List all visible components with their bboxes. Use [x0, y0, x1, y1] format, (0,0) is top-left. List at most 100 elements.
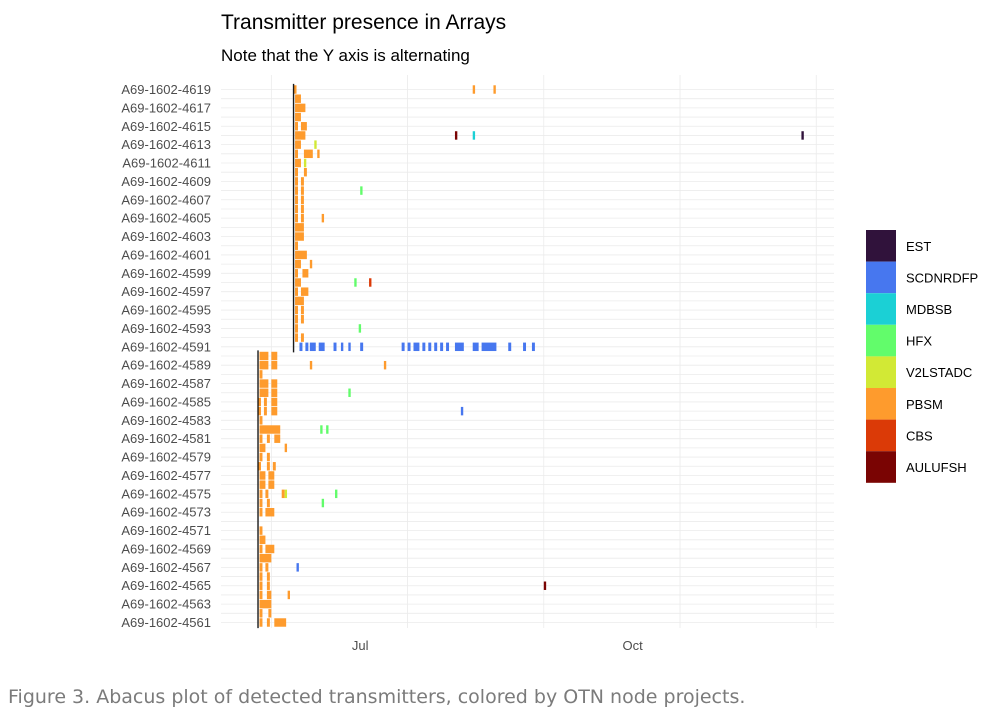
- detection-bar: [309, 342, 316, 352]
- detection-bar: [472, 131, 476, 140]
- y-tick-label: A69-1602-4585: [121, 394, 211, 409]
- detection-bar: [266, 462, 270, 471]
- detection-bar: [263, 397, 267, 407]
- y-tick-label: A69-1602-4573: [121, 505, 211, 520]
- detection-bar: [360, 186, 363, 195]
- detection-bar: [271, 351, 278, 361]
- detection-bar: [348, 342, 351, 352]
- detection-bar: [460, 406, 464, 416]
- detection-bar: [295, 305, 298, 315]
- detection-bar: [348, 388, 351, 397]
- detection-bar: [300, 287, 309, 296]
- detection-bar: [360, 342, 364, 352]
- y-tick-label: A69-1602-4601: [121, 247, 211, 262]
- legend-swatch: [866, 356, 896, 388]
- detection-bar: [295, 94, 301, 103]
- detection-bar: [263, 406, 267, 416]
- detection-bar: [326, 425, 329, 434]
- detection-bar: [259, 526, 263, 535]
- detection-bar: [428, 342, 432, 352]
- detection-bar: [369, 278, 372, 287]
- detection-bar: [303, 149, 313, 159]
- detection-bar: [300, 315, 304, 324]
- detection-bar: [259, 471, 266, 480]
- detection-bar: [284, 443, 288, 453]
- detection-bar: [271, 397, 278, 407]
- detection-bar: [259, 425, 281, 434]
- detection-bar: [259, 498, 263, 508]
- y-tick-label: A69-1602-4563: [121, 597, 211, 612]
- legend: EST SCDNRDFP MDBSB HFX V2LSTADC PBSM CBS AULUFS…: [866, 230, 978, 483]
- detection-bar: [265, 563, 269, 572]
- detection-bar: [265, 507, 275, 517]
- detection-bar: [259, 563, 263, 572]
- y-tick-label: A69-1602-4561: [121, 615, 211, 630]
- detection-bar: [295, 195, 298, 205]
- detection-bar: [259, 379, 269, 388]
- detection-bar: [531, 342, 535, 352]
- detection-bar: [309, 259, 313, 269]
- figure-caption: Figure 3. Abacus plot of detected transm…: [8, 686, 746, 708]
- y-tick-label: A69-1602-4569: [121, 541, 211, 556]
- detection-bar: [271, 360, 278, 370]
- y-tick-label: A69-1602-4599: [121, 266, 211, 281]
- detection-bar: [259, 618, 263, 627]
- legend-label: HFX: [906, 334, 932, 349]
- y-tick-label: A69-1602-4571: [121, 523, 211, 538]
- x-axis-ticks: Jul Oct: [352, 638, 643, 653]
- detection-bar: [354, 278, 357, 287]
- x-tick-label: Jul: [352, 638, 369, 653]
- y-tick-label: A69-1602-4597: [121, 284, 211, 299]
- detection-bar: [295, 259, 301, 269]
- y-tick-label: A69-1602-4575: [121, 486, 211, 501]
- detection-bar: [287, 590, 290, 600]
- detection-bar: [295, 315, 298, 324]
- detection-bar: [295, 177, 298, 186]
- detection-bar: [481, 342, 497, 352]
- detection-bar: [295, 269, 298, 278]
- detection-bar: [383, 360, 387, 370]
- legend-swatch: [866, 419, 896, 452]
- detection-bar: [300, 186, 304, 195]
- y-tick-label: A69-1602-4605: [121, 211, 211, 226]
- detection-bar: [300, 177, 304, 186]
- y-tick-label: A69-1602-4579: [121, 450, 211, 465]
- abacus-chart: Transmitter presence in Arrays Note that…: [121, 11, 978, 653]
- detection-bar: [454, 131, 458, 140]
- detection-bar: [266, 581, 270, 590]
- detection-bar: [317, 149, 320, 159]
- y-tick-label: A69-1602-4565: [121, 578, 211, 593]
- y-tick-label: A69-1602-4577: [121, 468, 211, 483]
- detection-bar: [422, 342, 426, 352]
- detection-bar: [266, 590, 272, 600]
- detection-bar: [295, 287, 298, 296]
- detection-bar: [295, 278, 301, 287]
- detection-bar: [295, 324, 298, 333]
- detection-bar: [259, 388, 269, 397]
- detection-bar: [446, 342, 450, 352]
- detection-bar: [340, 342, 344, 352]
- detection-bar: [295, 223, 304, 232]
- y-tick-label: A69-1602-4581: [121, 431, 211, 446]
- detection-bar: [300, 195, 304, 205]
- chart-title: Transmitter presence in Arrays: [221, 11, 506, 34]
- detection-bar: [295, 158, 301, 168]
- detection-bar: [295, 333, 298, 342]
- detection-bar: [274, 618, 287, 627]
- legend-label: PBSM: [906, 397, 943, 412]
- detection-bar: [259, 452, 263, 462]
- detection-bar: [265, 489, 269, 499]
- detection-bar: [259, 544, 263, 554]
- detection-bar: [271, 406, 278, 416]
- detection-bar: [274, 434, 281, 443]
- y-tick-label: A69-1602-4619: [121, 82, 211, 97]
- detection-bars: [258, 85, 804, 627]
- detection-bar: [295, 296, 304, 306]
- detection-bar: [454, 342, 464, 352]
- detection-bar: [259, 489, 263, 499]
- detection-bar: [259, 535, 266, 545]
- detection-bar: [259, 581, 263, 590]
- detection-bar: [268, 480, 275, 489]
- detection-bar: [321, 213, 325, 223]
- detection-bar: [259, 360, 269, 370]
